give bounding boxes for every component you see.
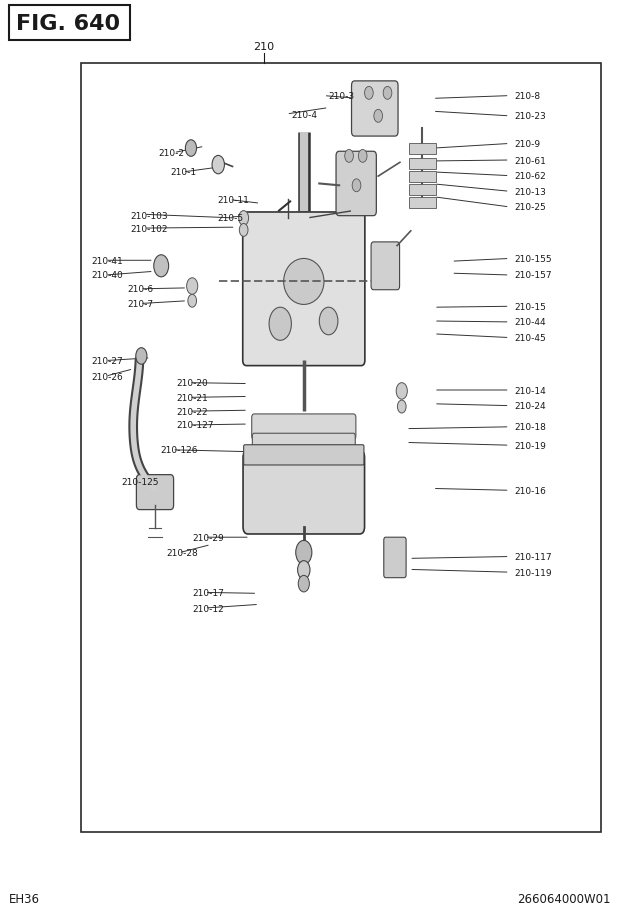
Bar — [81, 64, 601, 832]
Text: 210-103: 210-103 — [130, 211, 168, 221]
Text: eReplacementParts.com: eReplacementParts.com — [255, 446, 365, 455]
Circle shape — [383, 87, 392, 100]
Text: 266064000W01: 266064000W01 — [517, 892, 611, 905]
Text: 210-157: 210-157 — [515, 271, 552, 280]
Circle shape — [374, 110, 383, 123]
Text: 210-23: 210-23 — [515, 112, 546, 121]
FancyBboxPatch shape — [352, 82, 398, 137]
FancyBboxPatch shape — [409, 185, 436, 196]
Text: 210-20: 210-20 — [177, 379, 208, 388]
Text: 210-125: 210-125 — [121, 478, 158, 487]
Text: 210-13: 210-13 — [515, 187, 546, 197]
FancyBboxPatch shape — [409, 198, 436, 209]
Text: 210-44: 210-44 — [515, 318, 546, 327]
Circle shape — [352, 179, 361, 192]
Text: 210-3: 210-3 — [329, 92, 355, 101]
Text: 210-17: 210-17 — [192, 588, 224, 597]
Circle shape — [269, 308, 291, 341]
FancyBboxPatch shape — [384, 538, 406, 578]
Text: 210-22: 210-22 — [177, 407, 208, 416]
Circle shape — [319, 308, 338, 335]
Text: 210-127: 210-127 — [177, 421, 214, 430]
Bar — [9, 6, 130, 41]
Text: 210-2: 210-2 — [158, 149, 184, 158]
Text: 210-25: 210-25 — [515, 203, 546, 212]
FancyBboxPatch shape — [336, 152, 376, 216]
Text: 210-24: 210-24 — [515, 402, 546, 411]
Text: 210-61: 210-61 — [515, 156, 546, 165]
Circle shape — [185, 141, 197, 157]
Text: 210-9: 210-9 — [515, 140, 541, 149]
Text: 210-40: 210-40 — [92, 271, 123, 280]
FancyBboxPatch shape — [252, 434, 355, 460]
Text: 210-45: 210-45 — [515, 334, 546, 343]
FancyBboxPatch shape — [136, 475, 174, 510]
FancyBboxPatch shape — [242, 212, 365, 366]
Text: 210-126: 210-126 — [160, 446, 197, 455]
Ellipse shape — [284, 259, 324, 305]
Circle shape — [212, 156, 224, 175]
Circle shape — [188, 295, 197, 308]
Text: 210-102: 210-102 — [130, 225, 167, 234]
Text: 210-21: 210-21 — [177, 393, 208, 403]
Circle shape — [396, 383, 407, 400]
FancyBboxPatch shape — [409, 159, 436, 170]
Text: 210-27: 210-27 — [92, 357, 123, 366]
Circle shape — [136, 348, 147, 365]
FancyBboxPatch shape — [243, 450, 365, 534]
Circle shape — [239, 224, 248, 237]
Text: 210-7: 210-7 — [127, 300, 153, 309]
Circle shape — [397, 401, 406, 414]
Text: 210-29: 210-29 — [192, 533, 224, 542]
Circle shape — [298, 561, 310, 579]
FancyBboxPatch shape — [252, 414, 356, 440]
Circle shape — [365, 87, 373, 100]
Text: 210-8: 210-8 — [515, 92, 541, 101]
FancyBboxPatch shape — [371, 243, 400, 290]
Text: 210-16: 210-16 — [515, 486, 546, 495]
Text: 210-28: 210-28 — [166, 549, 198, 558]
Text: 210-18: 210-18 — [515, 423, 546, 432]
Text: 210-14: 210-14 — [515, 386, 546, 395]
Text: 210-26: 210-26 — [92, 372, 123, 381]
Text: 210-6: 210-6 — [127, 285, 153, 294]
Text: 210-19: 210-19 — [515, 441, 546, 450]
Circle shape — [187, 278, 198, 295]
Text: 210-12: 210-12 — [192, 604, 224, 613]
Text: 210-4: 210-4 — [291, 111, 317, 120]
Text: 210-41: 210-41 — [92, 256, 123, 266]
Text: FIG. 640: FIG. 640 — [16, 14, 120, 34]
Circle shape — [358, 150, 367, 164]
FancyBboxPatch shape — [409, 172, 436, 183]
FancyBboxPatch shape — [409, 144, 436, 155]
Text: 210-15: 210-15 — [515, 302, 546, 312]
FancyBboxPatch shape — [244, 445, 364, 465]
Text: 210-62: 210-62 — [515, 172, 546, 181]
Text: 210-5: 210-5 — [217, 214, 243, 223]
Text: 210: 210 — [253, 42, 274, 52]
Text: 210-117: 210-117 — [515, 552, 552, 562]
Text: 210-155: 210-155 — [515, 255, 552, 264]
Circle shape — [298, 575, 309, 592]
Text: 210-1: 210-1 — [170, 168, 197, 177]
Circle shape — [239, 211, 249, 226]
Circle shape — [296, 540, 312, 564]
Text: 210-11: 210-11 — [217, 196, 249, 205]
Text: 210-119: 210-119 — [515, 568, 552, 577]
Text: EH36: EH36 — [9, 892, 40, 905]
Circle shape — [154, 255, 169, 278]
Circle shape — [345, 150, 353, 164]
